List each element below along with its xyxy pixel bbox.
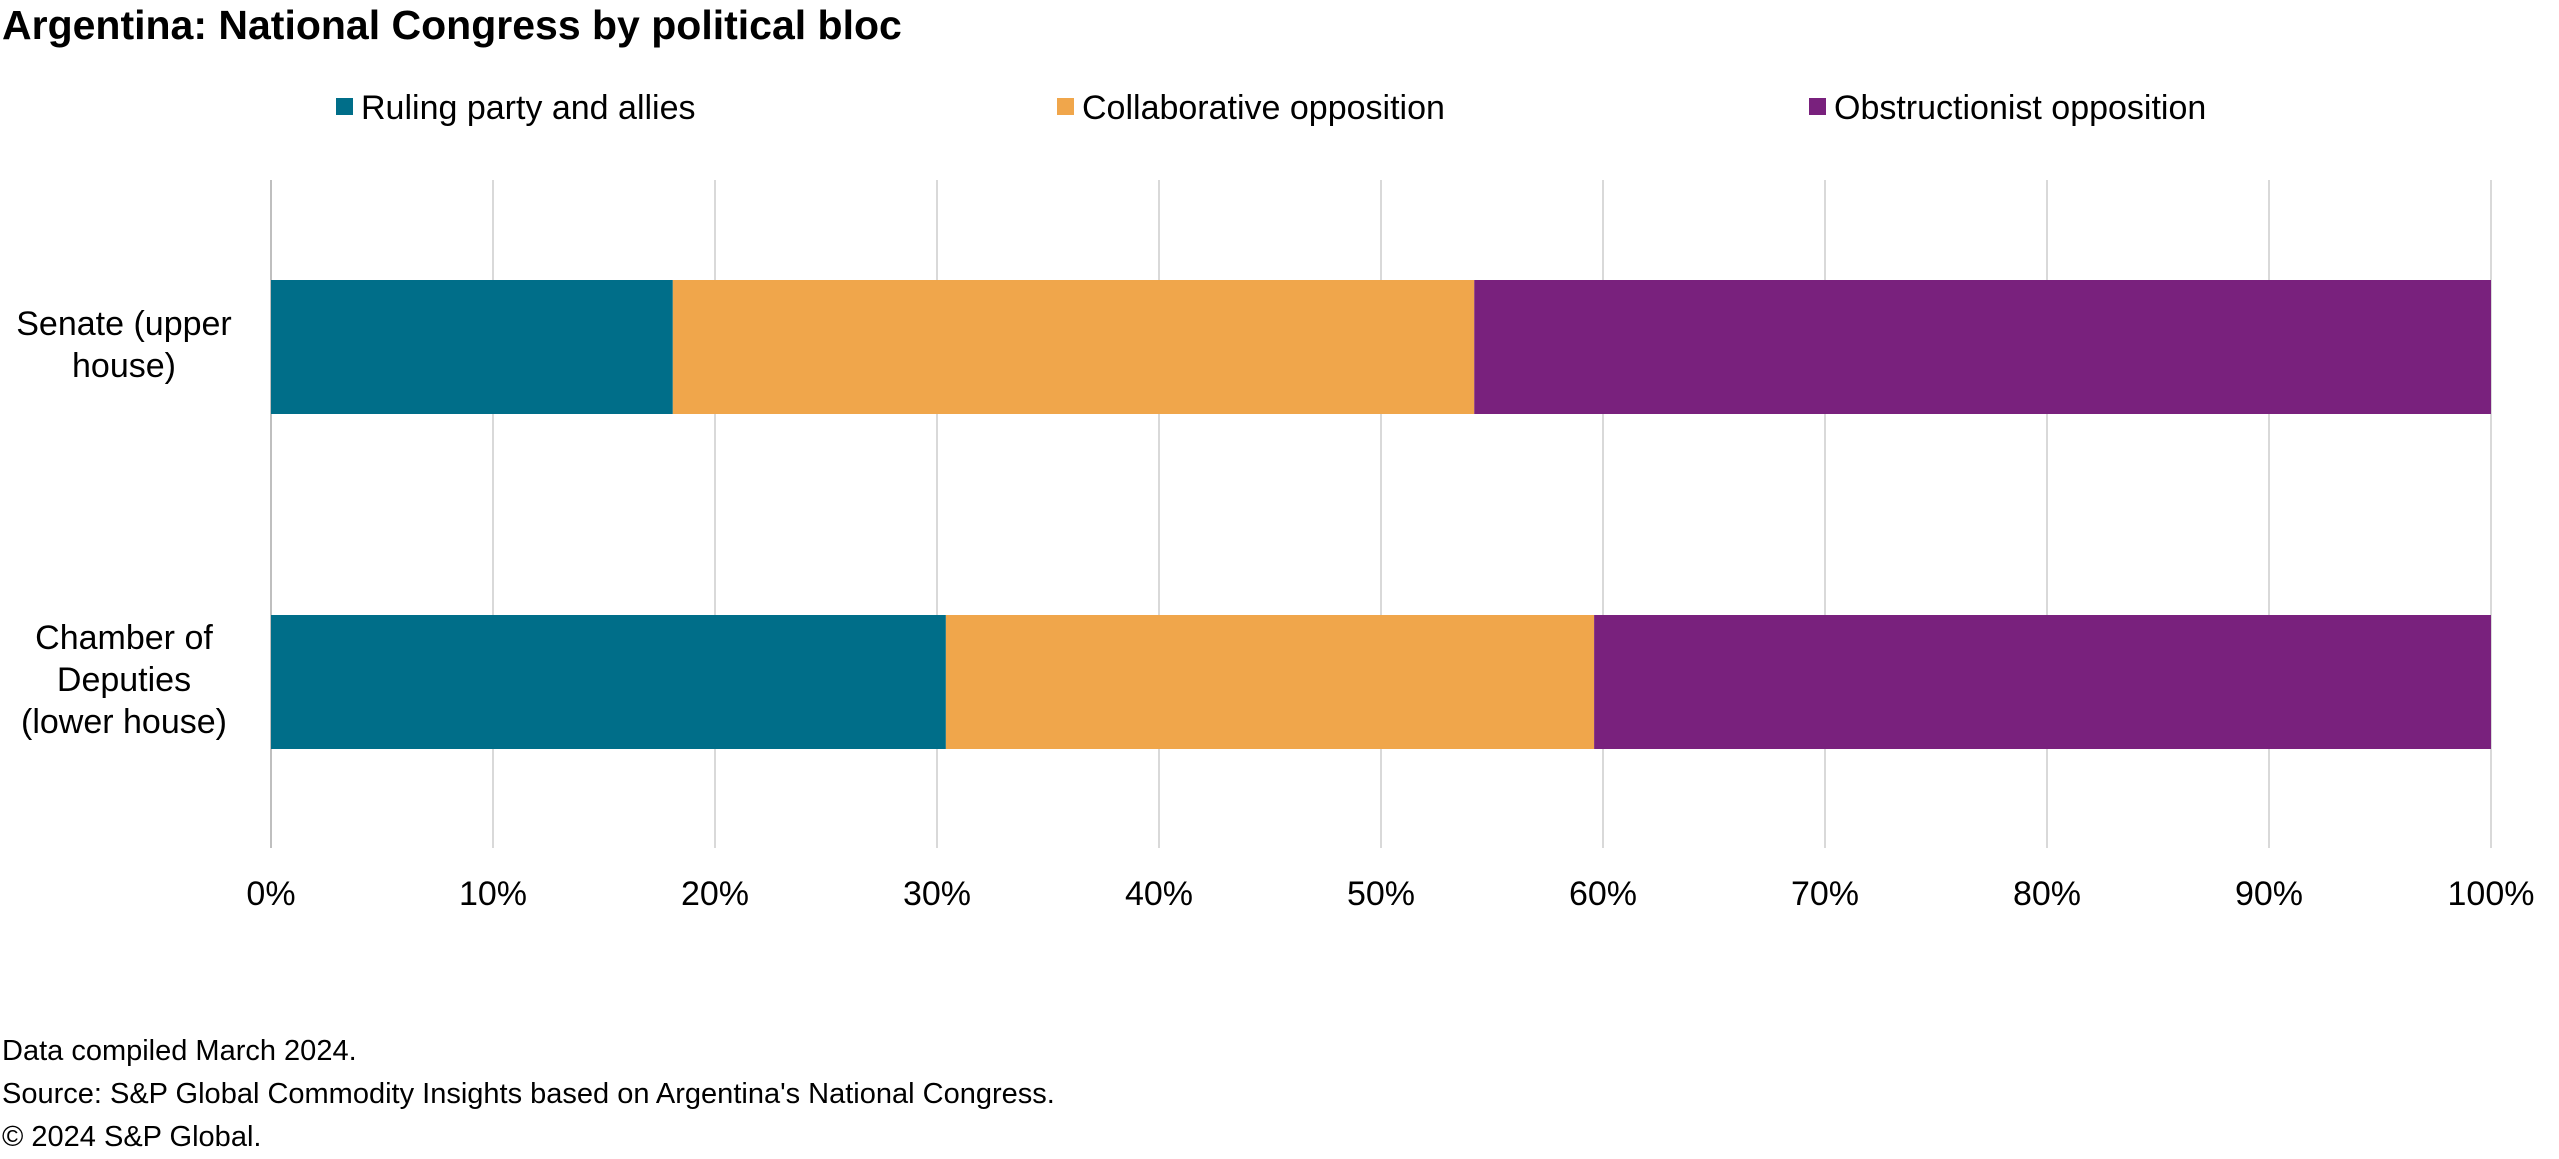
- category-label-senate: Senate (upper house): [16, 305, 232, 385]
- legend: Ruling party and allies Collaborative opp…: [336, 89, 2206, 127]
- x-tick-label: 30%: [903, 875, 971, 913]
- chart-title: Argentina: National Congress by politica…: [2, 2, 902, 48]
- x-tick-label: 50%: [1347, 875, 1415, 913]
- x-tick-label: 90%: [2235, 875, 2303, 913]
- x-tick-label: 60%: [1569, 875, 1637, 913]
- bars: [271, 280, 2491, 749]
- legend-item-collaborative-opposition: Collaborative opposition: [1057, 89, 1445, 127]
- bar-obstructionist-opposition-senate: [1474, 280, 2491, 414]
- legend-swatch: [1809, 98, 1826, 115]
- bar-collaborative-opposition-chamber-of-deputies: [945, 615, 1595, 749]
- bar-ruling-party-and-allies-chamber-of-deputies: [271, 615, 946, 749]
- category-label-chamber-of-deputies: Chamber of Deputies (lower house): [21, 619, 227, 741]
- footnote-copyright: © 2024 S&P Global.: [2, 1121, 262, 1153]
- bar-collaborative-opposition-senate: [672, 280, 1475, 414]
- legend-label: Collaborative opposition: [1082, 89, 1445, 127]
- footnote-date: Data compiled March 2024.: [2, 1035, 357, 1067]
- footnote-source: Source: S&P Global Commodity Insights ba…: [2, 1078, 1055, 1110]
- footnotes: Data compiled March 2024. Source: S&P Gl…: [2, 1030, 1055, 1159]
- bar-obstructionist-opposition-chamber-of-deputies: [1594, 615, 2491, 749]
- legend-swatch: [336, 98, 353, 115]
- legend-swatch: [1057, 98, 1074, 115]
- x-tick-label: 80%: [2013, 875, 2081, 913]
- x-tick-label: 40%: [1125, 875, 1193, 913]
- category-labels: Senate (upper house) Chamber of Deputies (lo…: [16, 305, 232, 741]
- x-tick-label: 20%: [681, 875, 749, 913]
- bar-ruling-party-and-allies-senate: [271, 280, 673, 414]
- x-tick-label: 70%: [1791, 875, 1859, 913]
- legend-item-ruling-party-and-allies: Ruling party and allies: [336, 89, 696, 127]
- x-tick-label: 100%: [2448, 875, 2535, 913]
- x-tick-label: 0%: [246, 875, 295, 913]
- legend-item-obstructionist-opposition: Obstructionist opposition: [1809, 89, 2206, 127]
- legend-label: Ruling party and allies: [361, 89, 696, 127]
- legend-label: Obstructionist opposition: [1834, 89, 2206, 127]
- x-axis-tick-labels: 0% 10% 20% 30% 40% 50% 60% 70% 80% 90% 100%: [246, 875, 2534, 913]
- x-tick-label: 10%: [459, 875, 527, 913]
